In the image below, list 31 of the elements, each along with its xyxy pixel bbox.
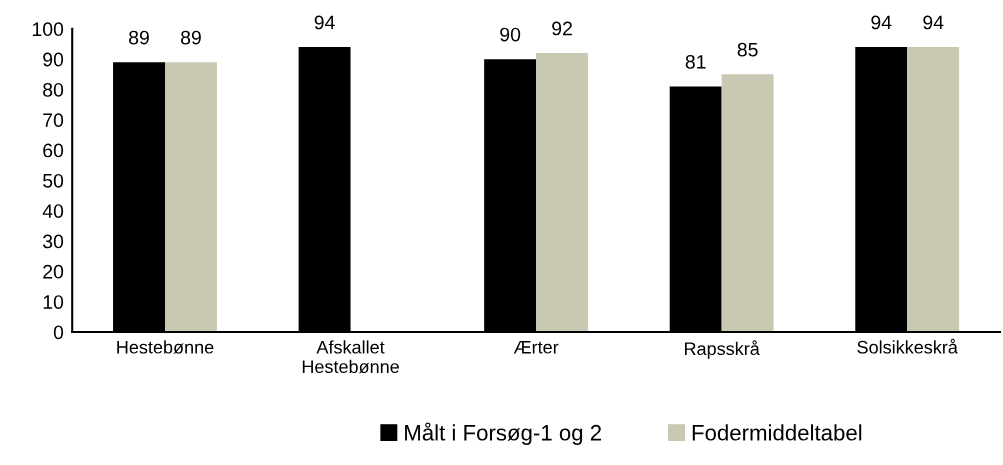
data-label: 90 xyxy=(500,27,521,42)
y-tick-label: 80 xyxy=(43,82,64,97)
data-label: 94 xyxy=(871,15,892,30)
x-tick-label: Afskallet Hestebønne xyxy=(302,340,399,374)
x-tick-label: Rapsskrå xyxy=(685,340,760,359)
x-tick-label: Solsikkeskrå xyxy=(857,338,958,354)
bar xyxy=(721,74,774,333)
y-tick-label: 40 xyxy=(42,204,64,218)
y-tick-label: 0 xyxy=(53,325,64,340)
y-tick-label: 60 xyxy=(43,143,64,158)
data-label: 85 xyxy=(737,42,758,57)
data-label: 81 xyxy=(685,54,706,69)
x-tick-label: Ærter xyxy=(513,341,559,354)
data-label: 94 xyxy=(923,15,944,30)
data-label: 94 xyxy=(314,15,335,30)
bar xyxy=(164,62,217,333)
data-label: 89 xyxy=(181,30,201,45)
y-tick-label: 70 xyxy=(43,113,64,128)
legend-label: Målt i Forsøg-1 og 2 xyxy=(405,422,601,445)
bar xyxy=(907,47,960,333)
y-tick-label: 10 xyxy=(43,295,64,309)
data-label: 89 xyxy=(129,30,149,45)
y-tick-label: 50 xyxy=(43,173,64,188)
y-tick-label: 90 xyxy=(43,52,64,67)
legend-label: Fodermiddeltabel xyxy=(692,424,862,441)
x-tick-label: Hestebønne xyxy=(117,340,214,354)
y-tick-label: 100 xyxy=(32,22,64,37)
data-label: 92 xyxy=(552,21,572,36)
y-tick-label: 20 xyxy=(43,264,64,279)
bar xyxy=(536,53,589,333)
y-tick-label: 30 xyxy=(43,234,64,249)
